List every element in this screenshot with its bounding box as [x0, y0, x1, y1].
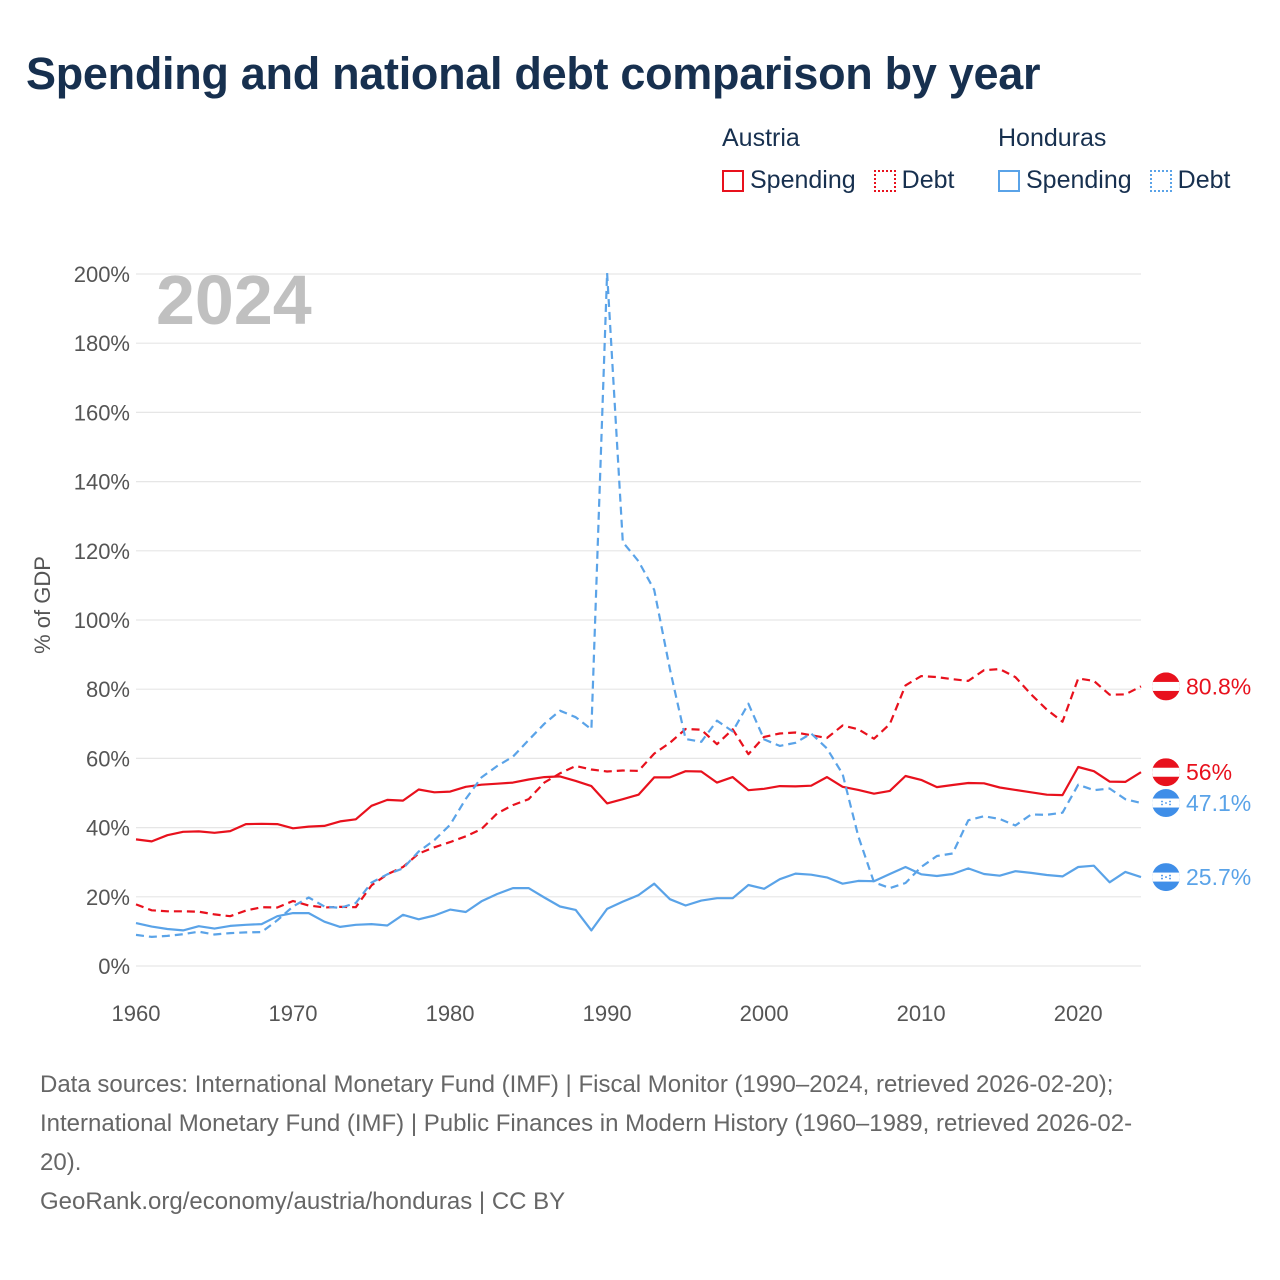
series-lines: [135, 271, 1142, 939]
dotted-swatch-icon: [1149, 169, 1172, 192]
year-watermark: 2024: [156, 261, 312, 339]
source-line-3: 20).: [40, 1149, 82, 1176]
source-line-1: Data sources: International Monetary Fun…: [40, 1071, 1114, 1098]
legend-item-label: Debt: [1177, 166, 1231, 194]
austria-debt-line[interactable]: [135, 667, 1142, 918]
gridlines: [136, 273, 1141, 967]
legend-honduras: Honduras Spending Debt: [998, 124, 1230, 195]
y-tick-label: 160%: [74, 400, 130, 425]
series-end-label: 25.7%: [1186, 864, 1251, 890]
series-end-label: 80.8%: [1186, 673, 1251, 699]
legend-austria: Austria Spending Debt: [722, 124, 954, 195]
series-end-label: 47.1%: [1186, 790, 1251, 816]
y-tick-label: 200%: [74, 262, 130, 287]
y-tick-label: 120%: [74, 539, 130, 564]
legend-honduras-spending[interactable]: Spending: [998, 166, 1132, 195]
y-axis-label: % of GDP: [30, 556, 55, 654]
y-axis-ticks: 0% 20% 40% 60% 80% 100% 120% 140% 160% 180% 200%: [74, 262, 130, 979]
x-tick-label: 1980: [426, 1001, 475, 1026]
x-tick-label: 2020: [1054, 1001, 1103, 1026]
austria-flag-icon: [1152, 758, 1180, 787]
y-tick-label: 140%: [74, 470, 130, 495]
y-tick-label: 20%: [86, 885, 130, 910]
legend-austria-spending[interactable]: Spending: [722, 166, 856, 195]
source-line-2: International Monetary Fund (IMF) | Publ…: [40, 1110, 1133, 1137]
honduras-spending-line[interactable]: [135, 864, 1142, 932]
honduras-flag-icon: [1152, 789, 1180, 818]
series-end-markers: 56% 80.8% 25.7% 47.1%: [1152, 672, 1251, 892]
legend-austria-debt[interactable]: Debt: [873, 166, 955, 195]
legend-country-label: Honduras: [998, 124, 1107, 152]
legend-item-label: Spending: [1026, 166, 1132, 194]
y-tick-label: 0%: [98, 954, 130, 979]
site-credit[interactable]: GeoRank.org/economy/austria/honduras | C…: [40, 1188, 566, 1215]
y-tick-label: 100%: [74, 608, 130, 633]
x-tick-label: 1990: [583, 1001, 632, 1026]
y-tick-label: 80%: [86, 677, 130, 702]
x-tick-label: 2000: [740, 1001, 789, 1026]
austria-flag-icon: [1152, 672, 1180, 701]
honduras-debt-line[interactable]: [135, 271, 1142, 939]
y-tick-label: 40%: [86, 816, 130, 841]
page-title: Spending and national debt comparison by…: [26, 48, 1041, 99]
austria-spending-line[interactable]: [135, 765, 1142, 843]
legend-item-label: Debt: [901, 166, 955, 194]
x-tick-label: 1970: [269, 1001, 318, 1026]
dotted-swatch-icon: [873, 169, 896, 192]
y-tick-label: 60%: [86, 746, 130, 771]
solid-swatch-icon: [998, 169, 1020, 192]
legend-item-label: Spending: [750, 166, 856, 194]
legend-honduras-debt[interactable]: Debt: [1149, 166, 1231, 195]
solid-swatch-icon: [722, 169, 744, 192]
x-tick-label: 1960: [112, 1001, 161, 1026]
line-chart: 0% 20% 40% 60% 80% 100% 120% 140% 160% 180% 200% 1…: [30, 261, 1251, 1026]
series-end-label: 56%: [1186, 759, 1232, 785]
x-axis-ticks: 1960 1970 1980 1990 2000 2010 2020: [112, 1001, 1103, 1026]
honduras-flag-icon: [1152, 863, 1180, 892]
x-tick-label: 2010: [897, 1001, 946, 1026]
y-tick-label: 180%: [74, 331, 130, 356]
legend-country-label: Austria: [722, 124, 800, 152]
